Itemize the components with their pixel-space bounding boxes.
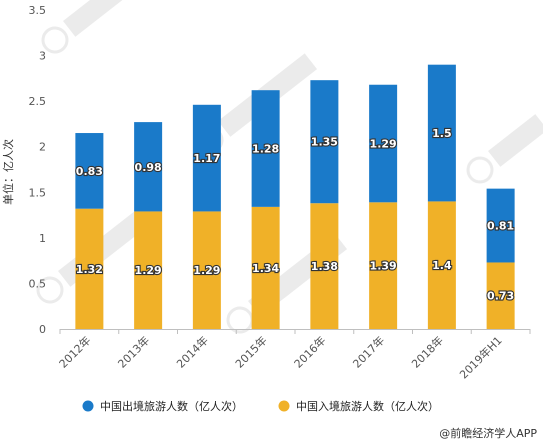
data-label: 1.17	[193, 152, 220, 165]
data-label: 1.29	[193, 264, 220, 277]
x-tick-label: 2012年	[56, 333, 93, 370]
bar-outbound	[310, 80, 339, 204]
data-label: 1.39	[370, 260, 397, 273]
bar-outbound	[134, 122, 163, 212]
x-tick-label: 2019年H1	[456, 333, 504, 381]
legend-marker	[82, 400, 94, 412]
data-label: 1.4	[432, 259, 452, 272]
y-tick-label: 2.5	[29, 95, 47, 108]
bar-inbound	[251, 206, 280, 329]
bar-inbound	[192, 211, 221, 329]
watermark-logo	[466, 114, 543, 184]
bar-outbound	[75, 133, 104, 209]
y-axis: 0 0.5 1 1.5 2 2.5 3 3.5	[29, 4, 47, 336]
y-tick-label: 1.5	[29, 186, 47, 199]
watermark-logo	[41, 0, 163, 54]
x-tick-label: 2015年	[232, 333, 269, 370]
y-tick-label: 1	[39, 232, 46, 245]
legend: 中国出境旅游人数（亿人次） 中国入境旅游人数（亿人次）	[82, 399, 439, 413]
footer-credit: @前瞻经济学人APP	[439, 426, 537, 440]
bar-inbound	[427, 201, 456, 329]
x-tick-label: 2013年	[115, 333, 152, 370]
x-tick-label: 2017年	[350, 333, 387, 370]
data-label: 1.5	[432, 127, 452, 140]
data-label: 0.81	[487, 220, 514, 233]
data-label: 0.73	[487, 290, 514, 303]
bar-inbound	[134, 211, 163, 329]
y-tick-label: 0.5	[29, 277, 47, 290]
bar-outbound	[427, 64, 456, 202]
legend-label: 中国入境旅游人数（亿人次）	[296, 399, 439, 413]
data-label: 1.28	[252, 143, 279, 156]
bars-group	[75, 64, 515, 329]
bar-outbound	[192, 104, 221, 212]
y-tick-label: 3.5	[29, 4, 47, 17]
y-axis-label: 单位：亿人次	[1, 139, 15, 205]
data-label: 0.83	[76, 165, 103, 178]
y-tick-label: 0	[39, 323, 46, 336]
footer: @前瞻经济学人APP	[439, 426, 537, 440]
data-label: 0.98	[135, 161, 162, 174]
data-label: 1.34	[252, 262, 279, 275]
bar-outbound	[369, 84, 398, 203]
bar-outbound	[486, 188, 515, 263]
data-label: 1.29	[135, 264, 162, 277]
bar-inbound	[310, 203, 339, 329]
legend-label: 中国出境旅游人数（亿人次）	[100, 399, 243, 413]
data-label: 1.38	[311, 260, 338, 273]
x-tick-label: 2018年	[409, 333, 446, 370]
data-labels-group: 1.32 0.83 1.29 0.98 1.29 1.17 1.34 1.28 1.38 1.35…	[75, 126, 516, 304]
y-tick-label: 2	[39, 141, 46, 154]
legend-marker	[278, 400, 290, 412]
data-label: 1.29	[370, 138, 397, 151]
y-tick-label: 3	[39, 50, 46, 63]
watermark-group	[36, 0, 543, 334]
x-tick-label: 2014年	[174, 333, 211, 370]
bar-inbound	[369, 202, 398, 329]
x-axis: 2012年 2013年 2014年 2015年 2016年 2017年 2018年 2019年…	[56, 329, 531, 381]
bar-inbound	[486, 262, 515, 329]
x-tick-label: 2016年	[291, 333, 328, 370]
data-label: 1.35	[311, 136, 338, 149]
bar-inbound	[75, 208, 104, 329]
bar-outbound	[251, 90, 280, 207]
data-label: 1.32	[76, 263, 103, 276]
